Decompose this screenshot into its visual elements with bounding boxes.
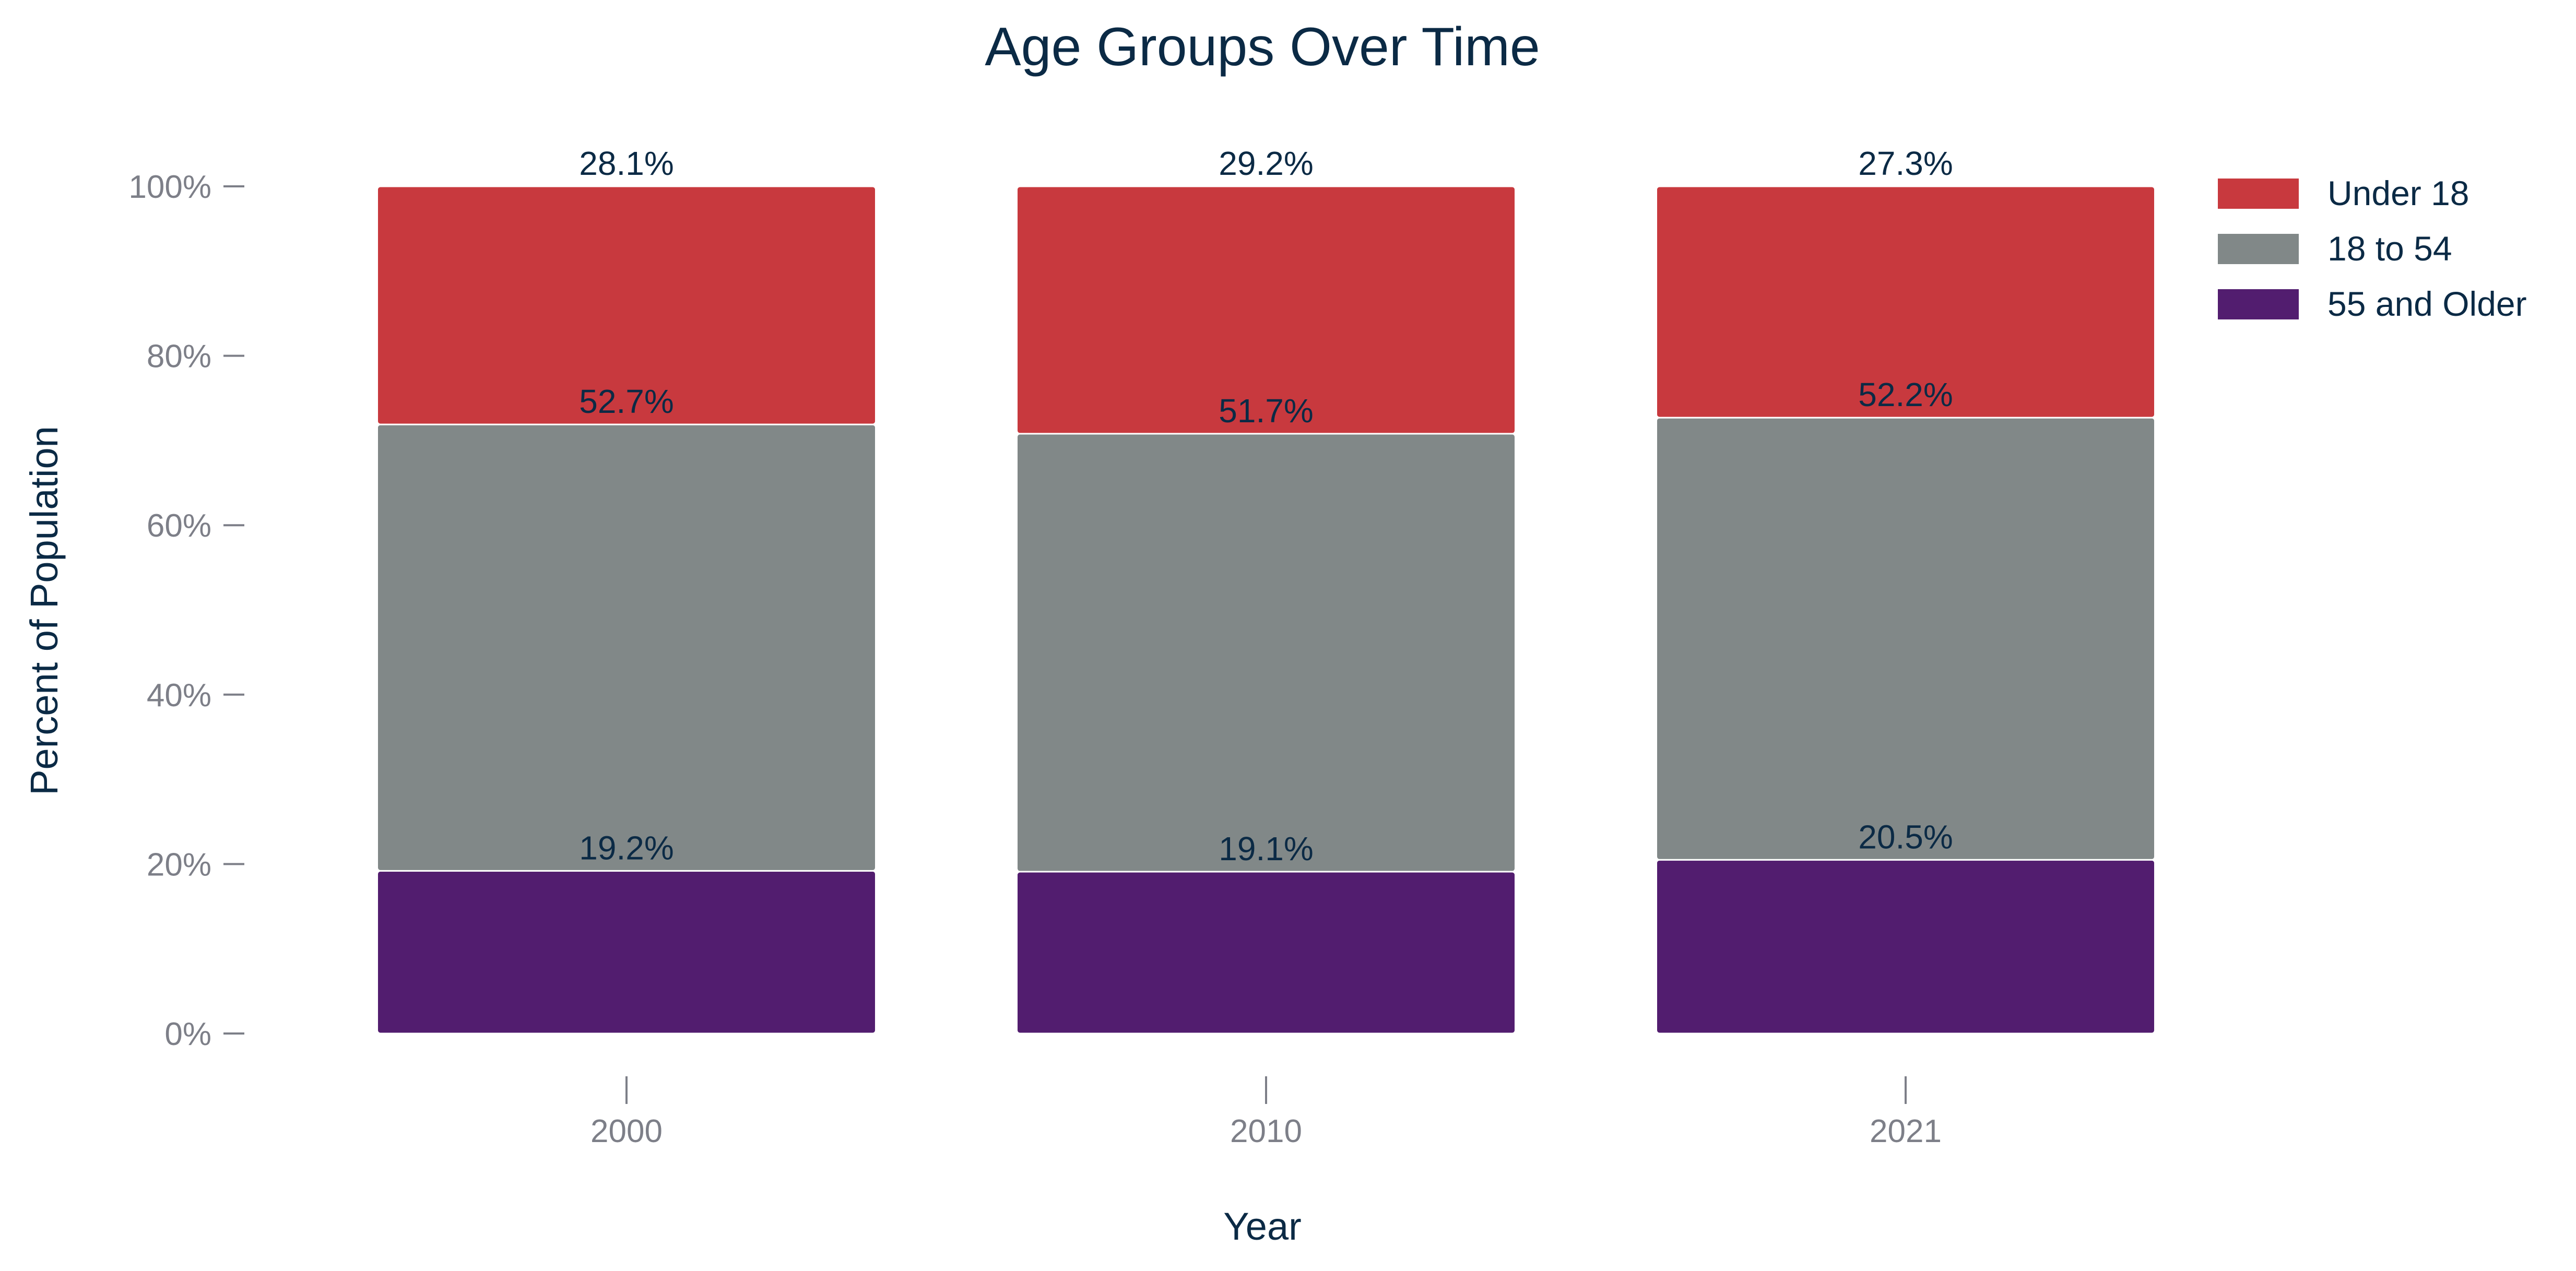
data-label: 51.7% [1219, 392, 1313, 430]
bar-segment [1016, 871, 1516, 1035]
data-label: 28.1% [579, 145, 673, 182]
y-tick-label: 100% [128, 169, 211, 205]
data-label: 29.2% [1219, 145, 1313, 182]
bar-segment [376, 185, 877, 425]
y-tick-label: 20% [147, 847, 211, 883]
data-label: 52.7% [579, 383, 673, 420]
x-tick-label: 2000 [590, 1113, 663, 1149]
legend: Under 18 18 to 54 55 and Older [2218, 174, 2527, 323]
bar-segment [1016, 433, 1516, 873]
data-labels: 19.2% 52.7% 28.1% 19.1% 51.7% 29.2% 20.5% 52.2%… [579, 145, 1953, 868]
bar-segment [1656, 859, 2156, 1035]
y-tick-label: 60% [147, 508, 211, 544]
bar-segment [1016, 185, 1516, 435]
legend-swatch [2218, 289, 2299, 319]
bar-segment [376, 870, 877, 1035]
bar-segment [1656, 417, 2156, 861]
legend-label: Under 18 [2327, 174, 2469, 212]
bars [376, 185, 2156, 1035]
bar-segment [376, 423, 877, 872]
legend-label: 18 to 54 [2327, 229, 2452, 268]
x-axis: 2000 2010 2021 [590, 1076, 1942, 1149]
y-axis: 0% 20% 40% 60% 80% 100% [128, 169, 244, 1052]
data-label: 19.2% [579, 829, 673, 866]
y-tick-label: 40% [147, 678, 211, 714]
legend-label: 55 and Older [2327, 284, 2527, 323]
data-label: 19.1% [1219, 830, 1313, 868]
data-label: 52.2% [1858, 376, 1953, 413]
legend-swatch [2218, 179, 2299, 209]
bar-segment [1656, 185, 2156, 419]
y-axis-title: Percent of Population [22, 426, 66, 795]
chart-title: Age Groups Over Time [985, 17, 1540, 77]
x-tick-label: 2010 [1230, 1113, 1302, 1149]
y-tick-label: 0% [164, 1016, 211, 1052]
x-axis-title: Year [1223, 1205, 1302, 1248]
data-label: 20.5% [1858, 818, 1953, 856]
data-label: 27.3% [1858, 145, 1953, 182]
y-tick-label: 80% [147, 339, 211, 375]
x-tick-label: 2021 [1870, 1113, 1942, 1149]
legend-swatch [2218, 234, 2299, 264]
